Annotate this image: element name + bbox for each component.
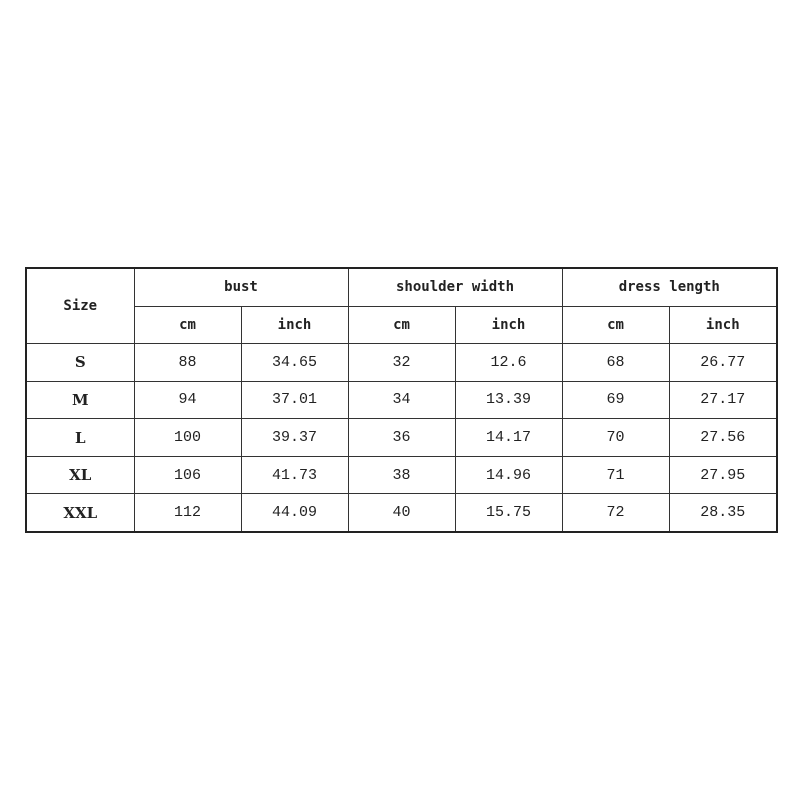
size-cell: L <box>25 418 135 457</box>
value-cell: 68 <box>561 343 670 382</box>
value-cell: 69 <box>561 380 670 420</box>
value-cell: 88 <box>133 343 242 382</box>
value-cell: 44.09 <box>240 493 349 533</box>
value-cell: 100 <box>133 418 242 457</box>
value-cell: 32 <box>347 343 456 382</box>
value-cell: 27.17 <box>668 380 778 420</box>
value-cell: 36 <box>347 418 456 457</box>
value-cell: 26.77 <box>668 343 778 382</box>
table-row: M 94 37.01 34 13.39 69 27.17 <box>25 380 778 420</box>
value-cell: 37.01 <box>240 380 349 420</box>
table-row: L 100 39.37 36 14.17 70 27.56 <box>25 418 778 457</box>
value-cell: 106 <box>133 455 242 495</box>
value-cell: 41.73 <box>240 455 349 495</box>
value-cell: 40 <box>347 493 456 533</box>
value-cell: 94 <box>133 380 242 420</box>
size-chart-table: Size bust shoulder width dress length cm… <box>25 267 779 533</box>
value-cell: 34.65 <box>240 343 349 382</box>
size-header: Size <box>25 267 135 345</box>
size-cell: S <box>25 343 135 382</box>
unit-header-inch: inch <box>454 305 563 345</box>
unit-header-inch: inch <box>668 305 778 345</box>
shoulder-width-header: shoulder width <box>347 267 563 307</box>
unit-header-cm: cm <box>347 305 456 345</box>
table-row: S 88 34.65 32 12.6 68 26.77 <box>25 343 778 382</box>
size-cell: M <box>25 380 135 420</box>
value-cell: 72 <box>561 493 670 533</box>
size-cell: XXL <box>25 493 135 533</box>
unit-header-cm: cm <box>561 305 670 345</box>
value-cell: 13.39 <box>454 380 563 420</box>
bust-header: bust <box>133 267 349 307</box>
table-row: XL 106 41.73 38 14.96 71 27.95 <box>25 455 778 495</box>
table-row: XXL 112 44.09 40 15.75 72 28.35 <box>25 493 778 533</box>
value-cell: 14.96 <box>454 455 563 495</box>
unit-header-row: cm inch cm inch cm inch <box>26 305 778 345</box>
value-cell: 112 <box>133 493 242 533</box>
value-cell: 27.56 <box>668 418 778 457</box>
value-cell: 27.95 <box>668 455 778 495</box>
value-cell: 34 <box>347 380 456 420</box>
value-cell: 12.6 <box>454 343 563 382</box>
value-cell: 39.37 <box>240 418 349 457</box>
value-cell: 71 <box>561 455 670 495</box>
value-cell: 38 <box>347 455 456 495</box>
value-cell: 70 <box>561 418 670 457</box>
dress-length-header: dress length <box>561 267 778 307</box>
unit-header-inch: inch <box>240 305 349 345</box>
size-cell: XL <box>25 455 135 495</box>
unit-header-cm: cm <box>133 305 242 345</box>
value-cell: 15.75 <box>454 493 563 533</box>
value-cell: 28.35 <box>668 493 778 533</box>
group-header-row: Size bust shoulder width dress length <box>25 267 778 345</box>
value-cell: 14.17 <box>454 418 563 457</box>
